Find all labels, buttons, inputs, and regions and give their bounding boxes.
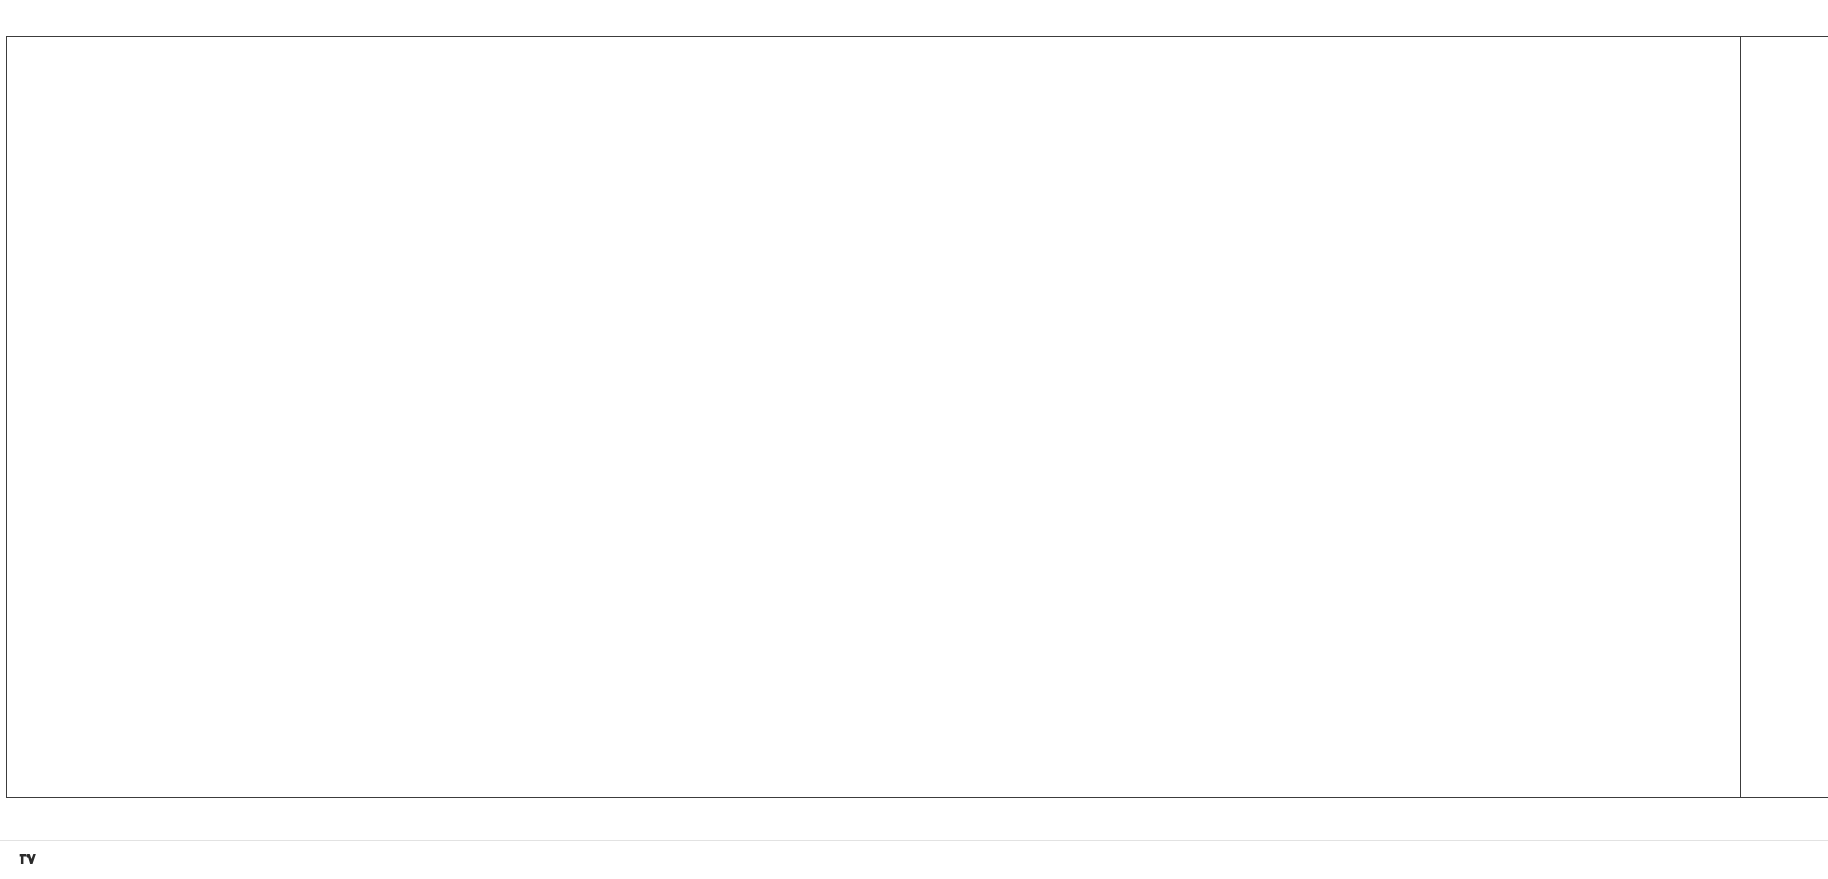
price-axis[interactable]	[1741, 36, 1828, 798]
chart-annotations-overlay	[7, 37, 1740, 797]
price-chart-plot[interactable]	[6, 36, 1741, 798]
chart-footer	[0, 840, 1828, 879]
tradingview-logo-icon	[19, 854, 36, 864]
chart-header	[0, 0, 1828, 34]
time-axis[interactable]	[6, 800, 1828, 834]
price-series	[7, 37, 1740, 797]
